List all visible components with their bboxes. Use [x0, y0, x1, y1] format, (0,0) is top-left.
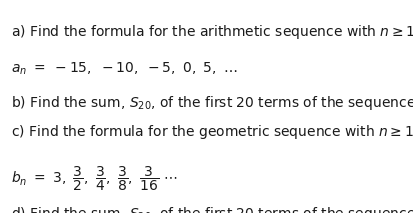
Text: d) Find the sum, $S_{20}$, of the first 20 terms of the sequence.: d) Find the sum, $S_{20}$, of the first …: [12, 205, 413, 213]
Text: $a_n\ =\ -15,\ -10,\ -5,\ 0,\ 5,\ \ldots$: $a_n\ =\ -15,\ -10,\ -5,\ 0,\ 5,\ \ldots…: [12, 60, 237, 77]
Text: a) Find the formula for the arithmetic sequence with $n \geq 1$.: a) Find the formula for the arithmetic s…: [12, 23, 413, 41]
Text: c) Find the formula for the geometric sequence with $n \geq 1$.: c) Find the formula for the geometric se…: [12, 123, 413, 141]
Text: b) Find the sum, $S_{20}$, of the first 20 terms of the sequence.: b) Find the sum, $S_{20}$, of the first …: [12, 94, 413, 112]
Text: $b_n\ =\ 3,\ \dfrac{3}{2},\ \dfrac{3}{4},\ \dfrac{3}{8},\ \dfrac{3}{16}\ \cdots$: $b_n\ =\ 3,\ \dfrac{3}{2},\ \dfrac{3}{4}…: [12, 165, 178, 193]
